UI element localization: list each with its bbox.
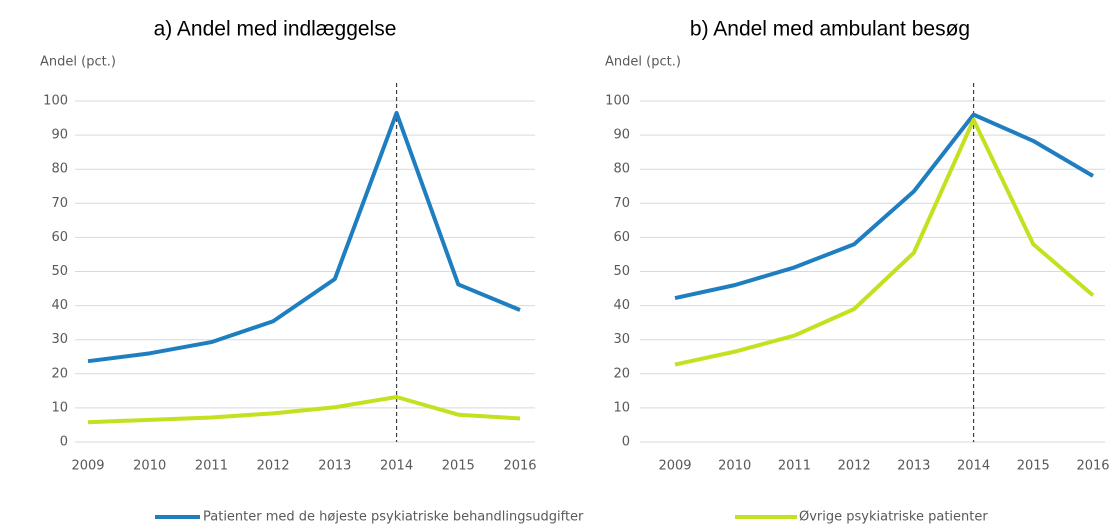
y-tick-label: 10: [613, 400, 630, 415]
legend: Patienter med de højeste psykiatriske be…: [155, 510, 988, 525]
chart-title: b) Andel med ambulant besøg: [690, 18, 970, 41]
y-tick-label: 60: [613, 230, 630, 245]
x-tick-label: 2012: [838, 459, 871, 474]
x-tick-label: 2013: [897, 459, 930, 474]
y-axis-label: Andel (pct.): [605, 55, 681, 70]
y-tick-label: 60: [51, 230, 68, 245]
x-tick-label: 2011: [195, 459, 228, 474]
y-tick-label: 30: [613, 332, 630, 347]
x-tick-label: 2011: [778, 459, 811, 474]
y-tick-label: 10: [51, 400, 68, 415]
x-tick-label: 2015: [1017, 459, 1050, 474]
y-tick-label: 90: [613, 128, 630, 143]
line-series: [674, 112, 1095, 301]
line-series: [674, 117, 1095, 367]
y-tick-label: 0: [60, 435, 68, 450]
legend-label: Patienter med de højeste psykiatriske be…: [203, 510, 584, 525]
y-tick-label: 50: [613, 264, 630, 279]
y-axis-label: Andel (pct.): [40, 55, 116, 70]
y-tick-label: 50: [51, 264, 68, 279]
y-tick-label: 70: [613, 196, 630, 211]
x-tick-label: 2010: [133, 459, 166, 474]
legend-label: Øvrige psykiatriske patienter: [799, 510, 988, 525]
y-tick-label: 0: [622, 435, 630, 450]
y-tick-label: 80: [613, 162, 630, 177]
x-tick-label: 2010: [718, 459, 751, 474]
y-tick-label: 70: [51, 196, 68, 211]
x-tick-label: 2014: [380, 459, 413, 474]
y-tick-label: 80: [51, 162, 68, 177]
y-tick-label: 100: [43, 94, 68, 109]
chart-title: a) Andel med indlæggelse: [154, 18, 397, 41]
x-tick-label: 2013: [318, 459, 351, 474]
x-tick-label: 2014: [957, 459, 990, 474]
x-tick-label: 2016: [503, 459, 536, 474]
y-tick-label: 20: [613, 366, 630, 381]
y-tick-label: 40: [51, 298, 68, 313]
y-tick-label: 40: [613, 298, 630, 313]
y-tick-label: 100: [605, 94, 630, 109]
line-series: [87, 110, 521, 364]
y-tick-label: 20: [51, 366, 68, 381]
x-tick-label: 2009: [71, 459, 104, 474]
x-tick-label: 2009: [658, 459, 691, 474]
x-tick-label: 2016: [1076, 459, 1109, 474]
y-tick-label: 30: [51, 332, 68, 347]
y-tick-label: 90: [51, 128, 68, 143]
x-tick-label: 2012: [257, 459, 290, 474]
line-series: [87, 394, 521, 425]
x-tick-label: 2015: [442, 459, 475, 474]
